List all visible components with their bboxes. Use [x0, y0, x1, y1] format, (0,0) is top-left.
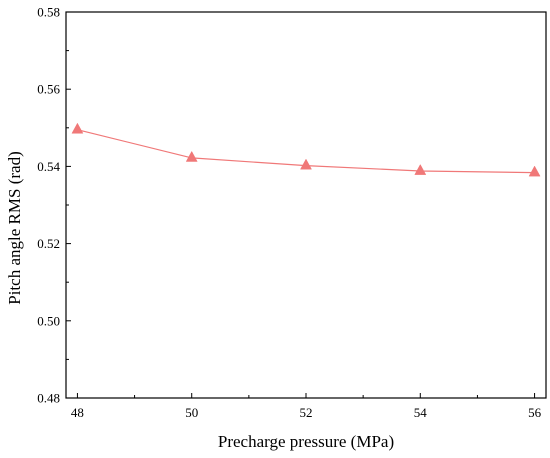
x-tick-label: 48: [71, 405, 84, 420]
x-tick-label: 52: [300, 405, 313, 420]
plot-frame: [65, 11, 547, 399]
series: [71, 122, 541, 177]
y-tick-label: 0.52: [37, 236, 60, 251]
y-tick-label: 0.56: [37, 82, 60, 97]
axes: [65, 11, 547, 399]
x-tick-label: 50: [185, 405, 198, 420]
x-tick-label: 56: [528, 405, 542, 420]
x-tick-label: 54: [414, 405, 428, 420]
y-tick-label: 0.48: [37, 391, 60, 406]
x-axis-title: Precharge pressure (MPa): [218, 432, 394, 451]
y-tick-label: 0.58: [37, 5, 60, 20]
data-point-marker: [71, 122, 84, 134]
data-point-marker: [300, 158, 312, 170]
y-axis-title: Pitch angle RMS (rad): [5, 151, 24, 304]
data-point-marker: [528, 165, 541, 177]
y-tick-label: 0.54: [37, 159, 60, 174]
data-point-marker: [185, 150, 198, 162]
data-point-marker: [414, 164, 427, 175]
ticks: 48 50 52 54 56 0.48 0.50 0.52 0.54 0.56 0.58: [37, 5, 541, 421]
y-tick-label: 0.50: [37, 313, 60, 328]
